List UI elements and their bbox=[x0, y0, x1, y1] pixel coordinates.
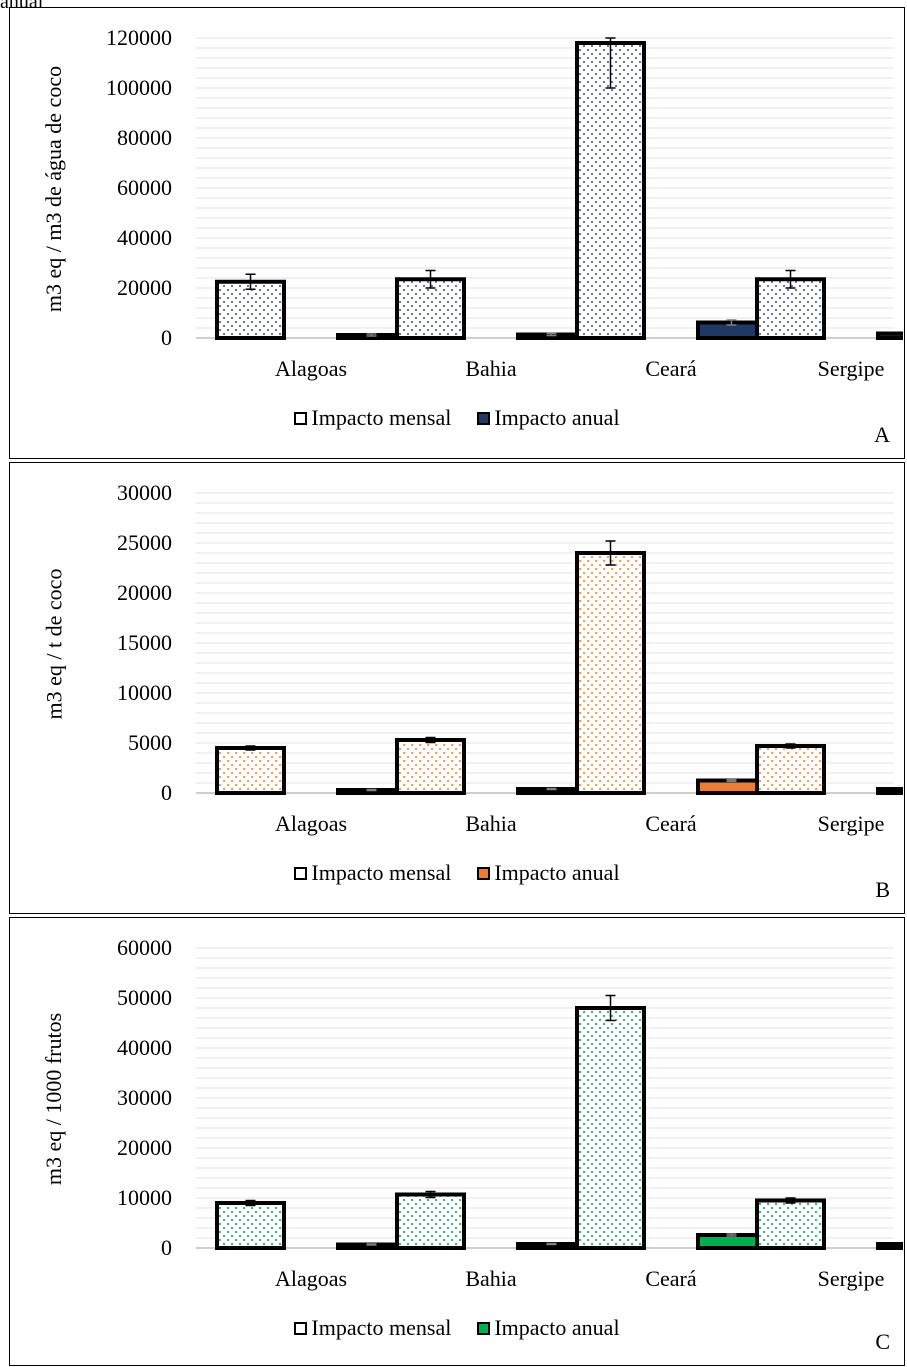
legend-label-anual: Impacto anual bbox=[494, 1315, 620, 1340]
y-tick-label: 20000 bbox=[117, 275, 172, 300]
chart-panel-a: 0 20000 40000 60000 80000 100000 120000 Alagoas… bbox=[9, 7, 905, 459]
legend-swatch-anual bbox=[477, 1321, 491, 1335]
legend-item-anual: Impacto anual bbox=[477, 405, 620, 431]
bar-mensal-1 bbox=[395, 738, 466, 795]
x-tick-label: Bahia bbox=[465, 356, 517, 381]
y-tick-label: 100000 bbox=[106, 75, 172, 100]
legend: Impacto mensal Impacto anual bbox=[10, 860, 904, 886]
bar-mensal-1 bbox=[395, 1192, 466, 1250]
bar-mensal-3 bbox=[755, 744, 826, 795]
y-tick-label: 80000 bbox=[117, 125, 172, 150]
legend-label-anual: Impacto anual bbox=[494, 405, 620, 430]
legend-label-mensal: Impacto mensal bbox=[311, 1315, 452, 1340]
x-tick-label: Bahia bbox=[465, 811, 517, 836]
x-tick-label: Alagoas bbox=[275, 811, 347, 836]
chart-plot-b: 0 5000 10000 15000 20000 25000 30000 Alagoas Bah… bbox=[117, 480, 903, 836]
bar-mensal-3 bbox=[755, 277, 826, 340]
bar-anual-2 bbox=[696, 1233, 767, 1250]
chart-panel-b: 0 5000 10000 15000 20000 25000 30000 Alagoas Bah… bbox=[9, 462, 905, 914]
chart-plot-c: 0 10000 20000 30000 40000 50000 60000 Alagoas Ba… bbox=[117, 935, 903, 1291]
x-tick-label: Sergipe bbox=[818, 356, 885, 381]
y-axis-label: m3 eq / t de coco bbox=[40, 568, 66, 720]
x-tick-label: Ceará bbox=[645, 811, 697, 836]
bar-anual-3 bbox=[876, 1242, 903, 1250]
bar-mensal-2 bbox=[575, 1006, 646, 1250]
y-tick-label: 50000 bbox=[117, 985, 172, 1010]
legend-label-mensal: Impacto mensal bbox=[311, 405, 452, 430]
y-tick-label: 10000 bbox=[117, 1185, 172, 1210]
y-tick-label: 60000 bbox=[117, 935, 172, 960]
bar-anual-2 bbox=[696, 778, 767, 795]
y-axis-label: m3 eq / 1000 frutos bbox=[41, 1012, 67, 1186]
y-tick-label: 30000 bbox=[117, 1085, 172, 1110]
y-axis-label: m3 eq / m3 de água de coco bbox=[41, 65, 67, 313]
y-tick-label: 0 bbox=[161, 325, 172, 350]
panel-letter: C bbox=[875, 1329, 890, 1354]
y-tick-label: 40000 bbox=[117, 225, 172, 250]
y-tick-label: 30000 bbox=[117, 480, 172, 505]
legend-label-anual: Impacto anual bbox=[494, 860, 620, 885]
legend: Impacto mensal Impacto anual bbox=[10, 1315, 904, 1341]
legend-item-mensal: Impacto mensal bbox=[294, 860, 451, 886]
x-tick-label: Bahia bbox=[465, 1266, 517, 1291]
bar-anual-3 bbox=[876, 331, 903, 340]
y-tick-label: 0 bbox=[161, 780, 172, 805]
y-tick-label: 60000 bbox=[117, 175, 172, 200]
y-tick-label: 0 bbox=[161, 1235, 172, 1260]
x-tick-label: Ceará bbox=[645, 356, 697, 381]
x-tick-label: Ceará bbox=[645, 1266, 697, 1291]
chart-panel-c: 0 10000 20000 30000 40000 50000 60000 Alagoas Ba… bbox=[9, 917, 905, 1366]
bar-mensal-0 bbox=[215, 1201, 286, 1250]
legend-swatch-mensal bbox=[294, 411, 308, 425]
y-tick-label: 20000 bbox=[117, 1135, 172, 1160]
y-tick-label: 20000 bbox=[117, 580, 172, 605]
panel-letter: B bbox=[875, 877, 890, 902]
bar-mensal-0 bbox=[215, 746, 286, 795]
legend-item-anual: Impacto anual bbox=[477, 860, 620, 886]
legend-item-mensal: Impacto mensal bbox=[294, 1315, 451, 1341]
legend: Impacto mensal Impacto anual bbox=[10, 405, 904, 431]
x-tick-label: Sergipe bbox=[818, 811, 885, 836]
x-tick-label: Sergipe bbox=[818, 1266, 885, 1291]
legend-item-mensal: Impacto mensal bbox=[294, 405, 451, 431]
chart-plot-a: 0 20000 40000 60000 80000 100000 120000 Alagoas… bbox=[106, 25, 903, 381]
legend-label-mensal: Impacto mensal bbox=[311, 860, 452, 885]
legend-swatch-anual bbox=[477, 866, 491, 880]
bar-mensal-2 bbox=[575, 41, 646, 340]
x-tick-label: Alagoas bbox=[275, 356, 347, 381]
x-tick-label: Alagoas bbox=[275, 1266, 347, 1291]
y-tick-label: 10000 bbox=[117, 680, 172, 705]
legend-swatch-mensal bbox=[294, 1321, 308, 1335]
panel-letter: A bbox=[874, 422, 890, 447]
y-tick-label: 40000 bbox=[117, 1035, 172, 1060]
legend-item-anual: Impacto anual bbox=[477, 1315, 620, 1341]
y-tick-label: 120000 bbox=[106, 25, 172, 50]
y-tick-label: 5000 bbox=[128, 730, 172, 755]
legend-swatch-anual bbox=[477, 411, 491, 425]
legend-swatch-mensal bbox=[294, 866, 308, 880]
bar-mensal-2 bbox=[575, 551, 646, 795]
bar-anual-3 bbox=[876, 787, 903, 795]
bar-mensal-3 bbox=[755, 1198, 826, 1250]
y-tick-label: 15000 bbox=[117, 630, 172, 655]
y-tick-label: 25000 bbox=[117, 530, 172, 555]
bar-mensal-0 bbox=[215, 279, 286, 340]
